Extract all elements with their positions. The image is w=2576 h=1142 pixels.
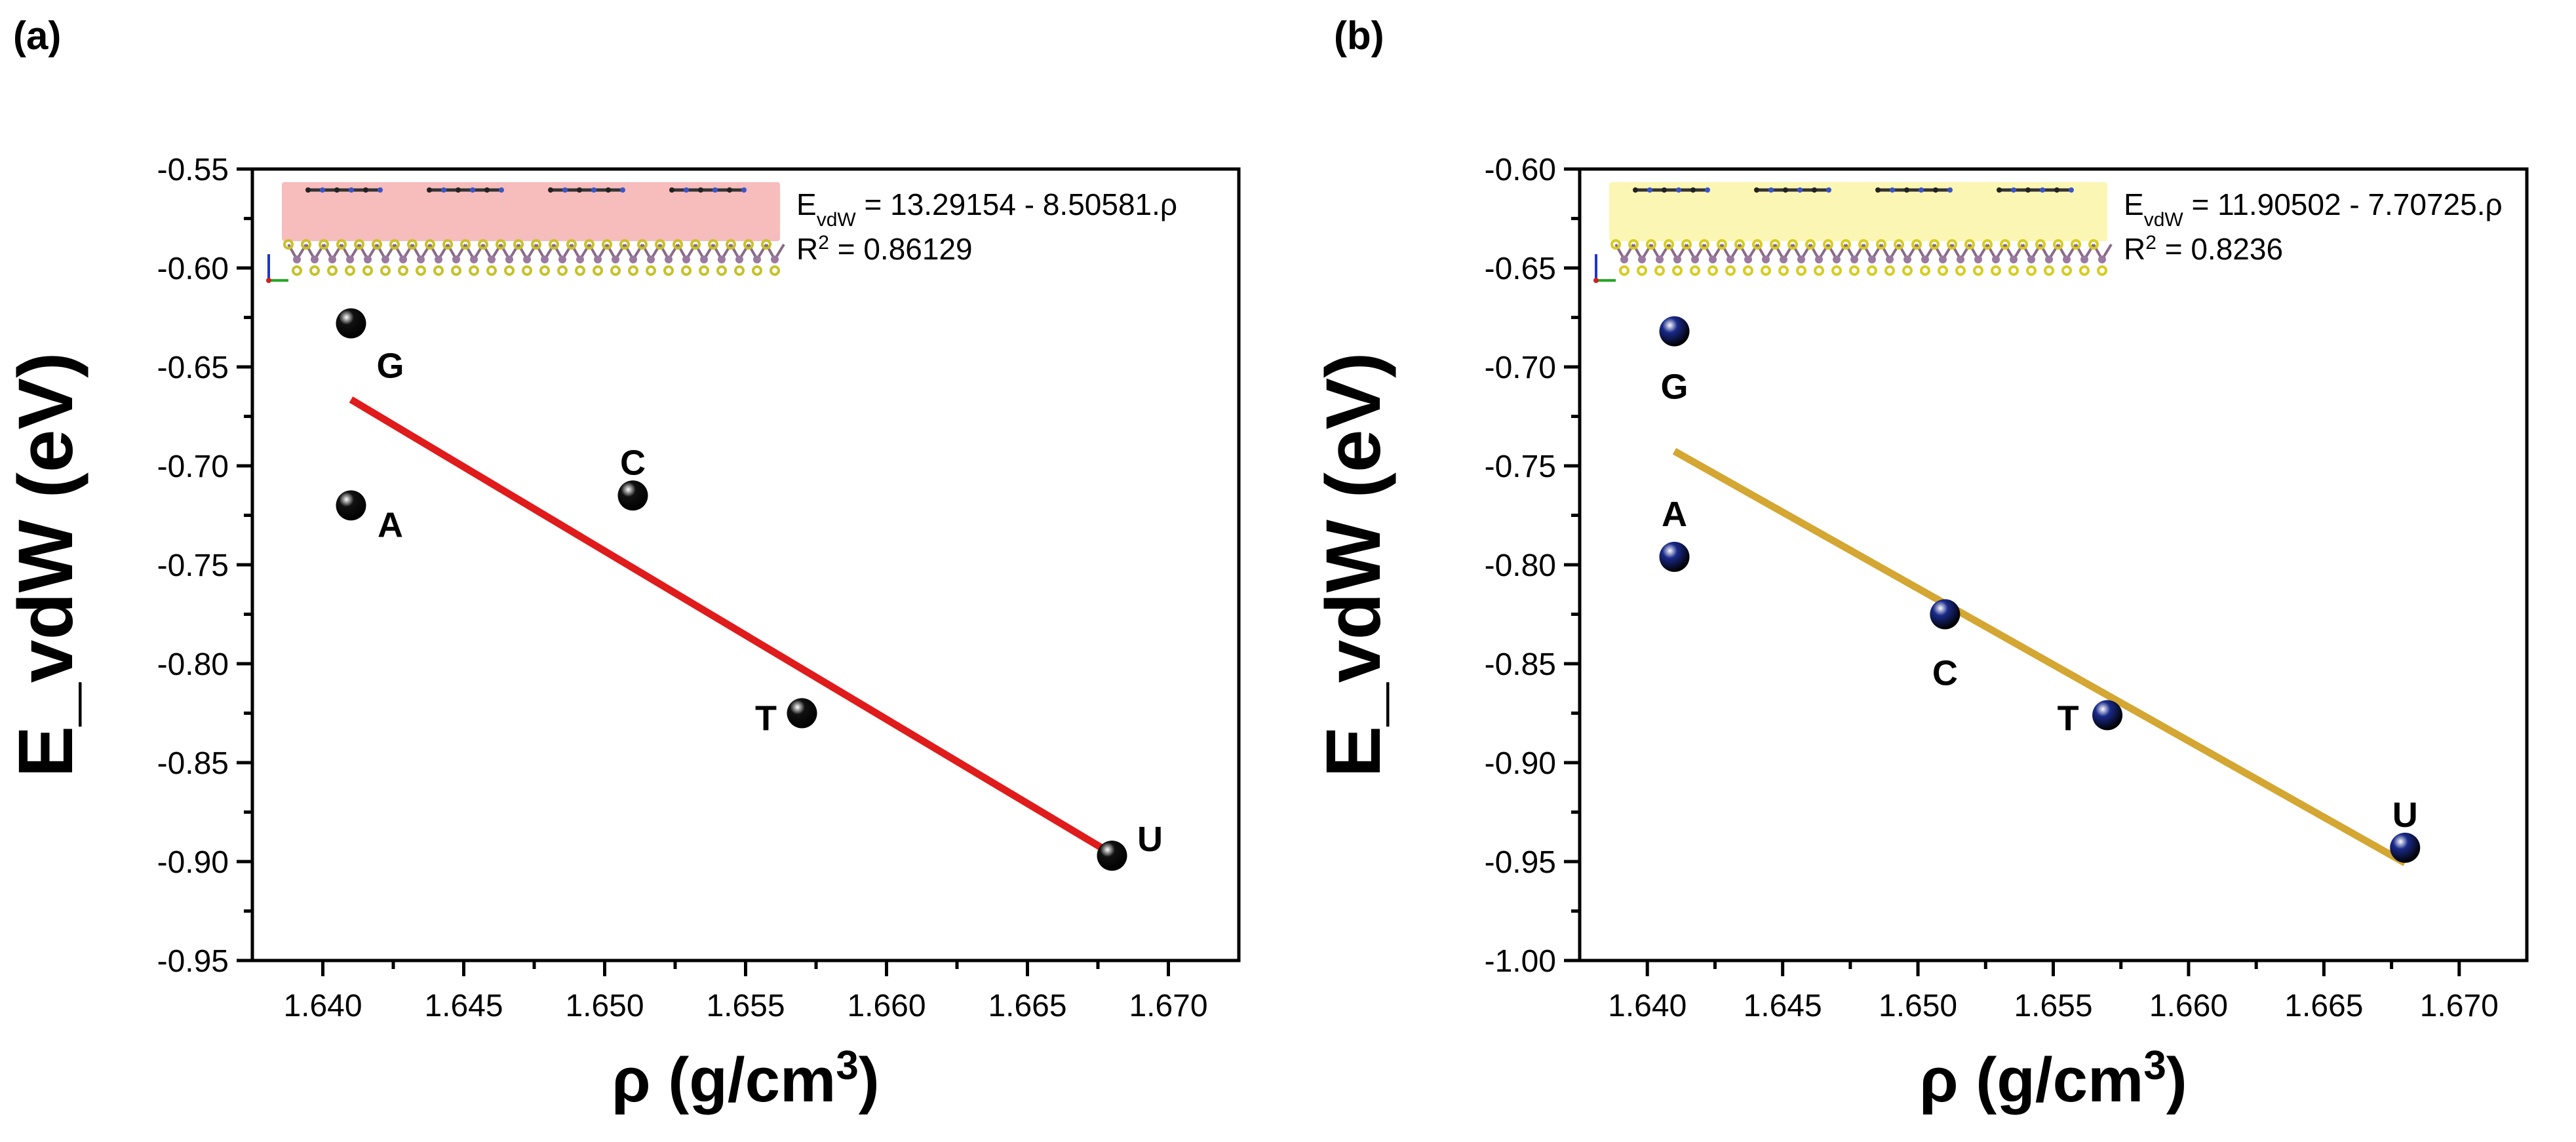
- r-squared: R2 = 0.8236: [2124, 232, 2283, 267]
- plot-frame: [1578, 167, 2529, 962]
- panel-label: (a): [13, 14, 62, 58]
- point-label: T: [2058, 699, 2079, 738]
- data-point: [2390, 832, 2421, 863]
- data-point: [1930, 599, 1961, 630]
- x-tick-label: 1.660: [2149, 989, 2228, 1023]
- data-point: [1097, 840, 1127, 871]
- x-tick-label: 1.645: [1744, 989, 1822, 1023]
- x-tick-label: 1.650: [1879, 989, 1957, 1023]
- point-label: G: [376, 347, 404, 386]
- data-point: [336, 308, 366, 339]
- fit-line: [349, 396, 1114, 858]
- y-tick-label: -0.75: [157, 548, 229, 583]
- data-point: [1659, 541, 1690, 572]
- structure-inset: [1593, 182, 2113, 283]
- panel-label: (b): [1334, 14, 1384, 58]
- y-tick-label: -0.80: [157, 647, 229, 682]
- x-tick-label: 1.660: [847, 989, 926, 1023]
- y-tick-label: -0.60: [157, 252, 229, 286]
- y-tick-label: -0.55: [157, 153, 229, 187]
- y-tick-label: -0.85: [1485, 647, 1556, 682]
- y-tick-label: -0.90: [1485, 746, 1556, 781]
- y-tick-label: -0.70: [157, 449, 229, 484]
- y-axis-label: E_vdW (eV): [1310, 352, 1397, 777]
- y-tick-label: -0.95: [1485, 845, 1556, 880]
- x-axis-label: ρ (g/cm3): [612, 1043, 880, 1116]
- data-point: [787, 698, 817, 729]
- data-point: [617, 480, 648, 511]
- point-label: C: [1932, 654, 1958, 693]
- point-label: U: [1137, 820, 1163, 859]
- y-tick-label: -0.95: [157, 944, 229, 979]
- point-label: G: [1660, 368, 1688, 407]
- point-label: T: [755, 699, 777, 738]
- fit-equation: EvdW = 13.29154 - 8.50581.ρ: [796, 187, 1177, 231]
- structure-inset: [266, 182, 785, 283]
- y-tick-label: -1.00: [1485, 944, 1556, 979]
- y-tick-label: -0.70: [1485, 351, 1556, 385]
- y-tick-label: -0.75: [1485, 449, 1556, 484]
- fit-line: [1672, 447, 2407, 866]
- point-label: U: [2392, 795, 2418, 835]
- x-tick-label: 1.655: [2014, 989, 2092, 1023]
- panel-b: (b) 1.640 1.645 1.650 1.655 1.660 1.665 1.670 -…: [1288, 0, 2576, 1142]
- x-tick-label: 1.650: [565, 989, 644, 1023]
- y-tick-label: -0.65: [1485, 252, 1556, 286]
- x-tick-label: 1.670: [1129, 989, 1207, 1023]
- r-squared: R2 = 0.86129: [796, 232, 973, 267]
- x-tick-label: 1.670: [2420, 989, 2499, 1023]
- chart-a: 1.640 1.645 1.650 1.655 1.660 1.665 1.670 -0.55…: [3, 153, 1241, 1116]
- x-tick-label: 1.640: [283, 989, 362, 1023]
- x-tick-label: 1.665: [2284, 989, 2363, 1023]
- x-tick-label: 1.665: [988, 989, 1066, 1023]
- point-label: C: [620, 443, 646, 482]
- x-tick-label: 1.640: [1608, 989, 1687, 1023]
- y-axis-label: E_vdW (eV): [3, 352, 89, 777]
- data-point: [336, 490, 366, 521]
- data-point: [2092, 700, 2123, 731]
- x-tick-label: 1.655: [706, 989, 785, 1023]
- chart-b: 1.640 1.645 1.650 1.655 1.660 1.665 1.670 -0.60…: [1310, 153, 2529, 1116]
- point-label: A: [378, 505, 403, 544]
- y-tick-label: -0.85: [157, 746, 229, 781]
- data-point: [1659, 316, 1690, 347]
- x-tick-label: 1.645: [424, 989, 503, 1023]
- fit-equation: EvdW = 11.90502 - 7.70725.ρ: [2124, 187, 2503, 231]
- y-tick-label: -0.60: [1485, 153, 1556, 187]
- x-axis-label: ρ (g/cm3): [1919, 1043, 2187, 1116]
- y-tick-label: -0.65: [157, 351, 229, 385]
- panel-a: (a) 1.640 1.645 1.650 1.655 1.660 1.665 1.670 -…: [3, 14, 1241, 1116]
- point-label: A: [1662, 495, 1687, 534]
- y-tick-label: -0.80: [1485, 548, 1556, 583]
- y-tick-label: -0.90: [157, 845, 229, 880]
